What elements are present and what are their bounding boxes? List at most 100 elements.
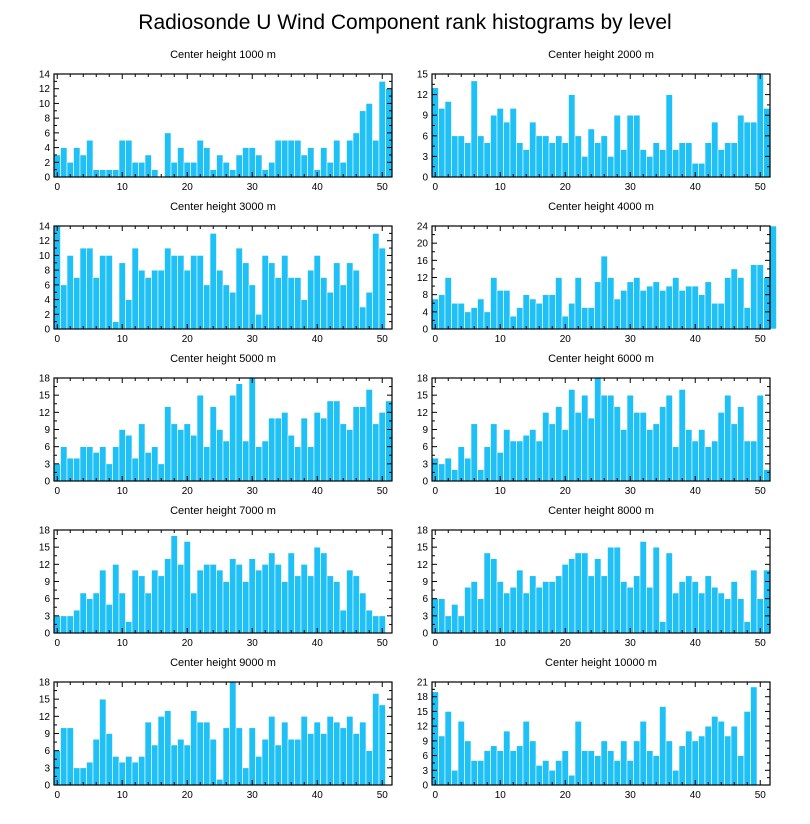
histogram-bar: [157, 716, 165, 786]
histogram-bar: [112, 169, 120, 178]
panel-title: Center height 5000 m: [170, 353, 276, 365]
histogram-bar: [672, 769, 680, 786]
histogram-bar: [548, 142, 556, 178]
histogram-bar: [274, 139, 282, 178]
histogram-bar: [261, 255, 269, 330]
histogram-bar: [600, 575, 608, 634]
histogram-bar: [151, 446, 159, 482]
histogram-bar: [678, 581, 686, 634]
histogram-bar: [496, 581, 504, 634]
histogram-bar: [672, 149, 680, 178]
histogram-bar: [542, 294, 550, 330]
histogram-bar: [333, 139, 341, 178]
histogram-bar: [177, 429, 185, 482]
histogram-bar: [444, 711, 452, 786]
histogram-bar: [737, 598, 745, 634]
histogram-panel: Center height 9000 m 0 10 20 30 40 50 0 3 6 9 12 15 1…: [39, 657, 393, 801]
x-tick-label: 20: [560, 790, 572, 801]
histogram-bar: [99, 698, 107, 786]
histogram-bar: [555, 135, 563, 178]
histogram-bar: [470, 581, 478, 634]
y-tick-label: 4: [44, 295, 50, 306]
x-tick-label: 20: [182, 182, 194, 193]
histogram-bar: [464, 740, 472, 786]
x-tick-label: 30: [625, 486, 637, 497]
x-tick-label: 50: [377, 334, 389, 345]
histogram-bar: [229, 291, 237, 330]
histogram-bar: [568, 302, 576, 330]
panel-title: Center height 9000 m: [170, 657, 276, 669]
histogram-bar: [333, 721, 341, 786]
histogram-bar: [86, 139, 94, 178]
histogram-bar: [594, 755, 602, 786]
histogram-bar: [378, 412, 386, 482]
y-tick-label: 6: [422, 442, 428, 453]
histogram-bar: [711, 440, 719, 482]
histogram-bar: [626, 586, 634, 634]
y-tick-label: 12: [39, 84, 51, 95]
x-tick-label: 20: [560, 486, 572, 497]
histogram-bar: [509, 586, 517, 634]
histogram-bar: [320, 417, 328, 482]
y-tick-label: 0: [422, 781, 428, 792]
histogram-bar: [294, 738, 302, 786]
histogram-bar: [372, 423, 380, 482]
y-tick-label: 3: [44, 611, 50, 622]
histogram-bar: [235, 564, 243, 634]
histogram-bar: [652, 546, 660, 634]
histogram-bar: [607, 156, 615, 178]
histogram-bar: [183, 423, 191, 482]
y-tick-label: 3: [422, 611, 428, 622]
x-tick-label: 50: [755, 486, 767, 497]
histogram-bar: [66, 255, 74, 330]
histogram-bar: [268, 262, 276, 330]
histogram-bar: [287, 434, 295, 482]
panel-title: Center height 3000 m: [170, 201, 276, 213]
x-tick-label: 50: [377, 790, 389, 801]
panel-title: Center height 7000 m: [170, 505, 276, 517]
histogram-bar: [255, 313, 263, 330]
x-tick-label: 40: [690, 638, 702, 649]
y-tick-label: 0: [422, 477, 428, 488]
y-tick-label: 3: [422, 459, 428, 470]
histogram-bar: [743, 711, 751, 786]
histogram-bar: [144, 721, 152, 786]
histogram-bar: [131, 247, 139, 330]
histogram-bar: [496, 290, 504, 330]
histogram-panel: Center height 4000 m 0 10 20 30 40 50 0 4 8 12 16 20…: [417, 201, 777, 345]
figure-title: Radiosonde U Wind Component rank histogr…: [138, 11, 671, 34]
histogram-bar: [561, 142, 569, 178]
histogram-bar: [73, 147, 81, 178]
histogram-bar: [457, 302, 465, 330]
histogram-bar: [652, 755, 660, 786]
histogram-bar: [698, 162, 706, 178]
histogram-bar: [678, 389, 686, 482]
histogram-bar: [131, 457, 139, 482]
y-tick-label: 3: [44, 763, 50, 774]
y-tick-label: 16: [417, 256, 429, 267]
histogram-bar: [359, 306, 367, 330]
histogram-bar: [704, 142, 712, 178]
histogram-bar: [261, 440, 269, 482]
histogram-bar: [620, 740, 628, 786]
histogram-bar: [613, 546, 621, 634]
histogram-bar: [743, 307, 751, 330]
histogram-bar: [451, 769, 459, 786]
x-tick-label: 30: [247, 486, 259, 497]
x-tick-label: 10: [117, 790, 129, 801]
histogram-bar: [352, 575, 360, 634]
histogram-bar: [529, 121, 537, 178]
y-tick-label: 10: [39, 99, 51, 110]
histogram-bar: [216, 269, 224, 330]
histogram-bar: [620, 429, 628, 482]
histogram-bar: [209, 233, 217, 330]
histogram-bar: [352, 132, 360, 178]
histogram-bar: [698, 429, 706, 482]
histogram-bar: [496, 750, 504, 786]
histogram-bar: [138, 269, 146, 330]
histogram-bar: [190, 161, 198, 178]
histogram-bar: [581, 156, 589, 178]
histogram-bar: [385, 400, 393, 482]
y-tick-label: 6: [422, 131, 428, 142]
histogram-bar: [274, 417, 282, 482]
